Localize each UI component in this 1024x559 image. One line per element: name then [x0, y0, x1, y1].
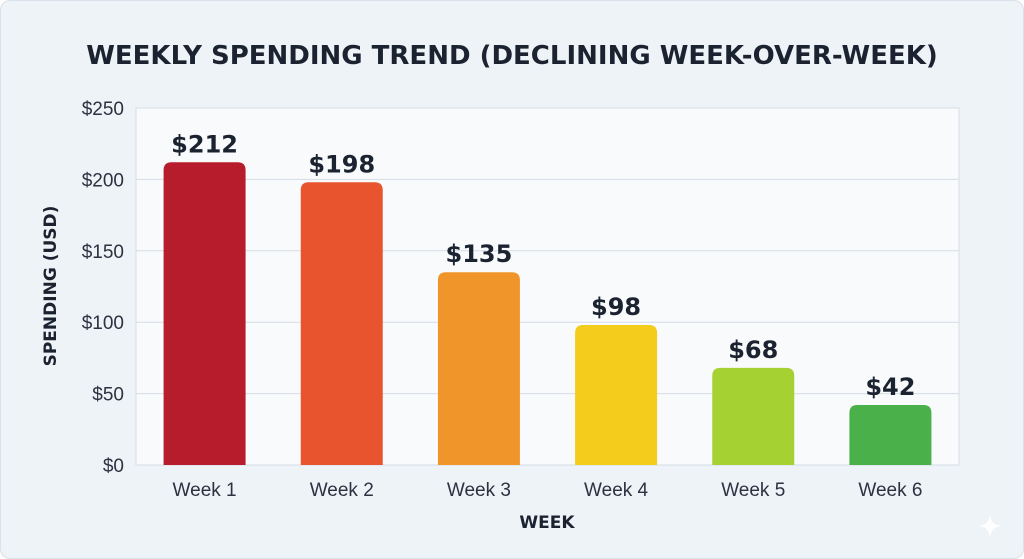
bar-4 — [575, 325, 658, 465]
gridlines — [136, 107, 959, 466]
sparkle-icon — [978, 514, 1002, 538]
data-label-5: $68 — [728, 336, 778, 364]
data-label-6: $42 — [865, 373, 915, 401]
bars — [163, 162, 932, 466]
y-tick-label: $200 — [82, 170, 124, 191]
y-tick-label: $0 — [103, 456, 124, 477]
y-tick-label: $150 — [82, 242, 124, 263]
x-tick-label-3: Week 3 — [447, 480, 511, 501]
bar-1 — [163, 162, 246, 465]
bar-2 — [300, 182, 383, 466]
x-axis-title: WEEK — [519, 513, 575, 533]
data-label-2: $198 — [308, 150, 375, 178]
x-tick-label-1: Week 1 — [173, 480, 237, 501]
data-label-3: $135 — [446, 240, 513, 268]
y-axis-ticks: $0 $50 $100 $150 $200 $250 — [82, 99, 124, 477]
x-axis-ticks: Week 1 Week 2 Week 3 Week 4 Week 5 Week 6 — [173, 480, 923, 501]
data-label-1: $212 — [171, 130, 238, 158]
x-tick-label-2: Week 2 — [310, 480, 374, 501]
y-tick-label: $250 — [82, 99, 124, 120]
bar-5 — [712, 367, 795, 465]
y-tick-label: $100 — [82, 313, 124, 334]
x-tick-label-5: Week 5 — [721, 480, 785, 501]
y-axis-title: SPENDING (USD) — [41, 206, 61, 367]
plot-area — [135, 107, 960, 466]
x-tick-label-4: Week 4 — [584, 480, 649, 501]
bar-3 — [437, 272, 520, 465]
chart-title: WEEKLY SPENDING TREND (DECLINING WEEK-OV… — [86, 41, 938, 71]
data-labels: $212 $198 $135 $98 $68 $42 — [171, 130, 915, 401]
y-tick-label: $50 — [92, 385, 124, 406]
x-tick-label-6: Week 6 — [858, 480, 922, 501]
data-label-4: $98 — [591, 293, 641, 321]
bar-6 — [849, 405, 932, 465]
